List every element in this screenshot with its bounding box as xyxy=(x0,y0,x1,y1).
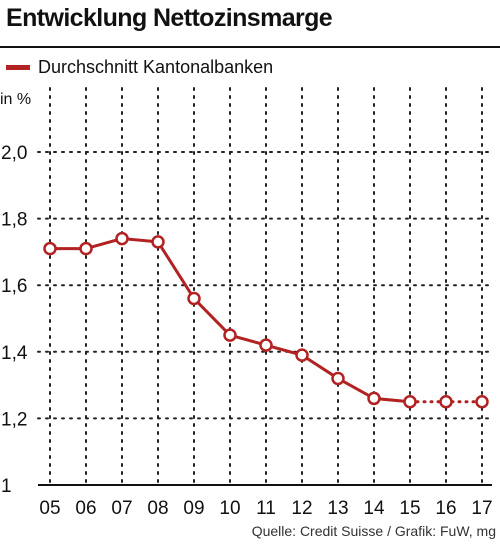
x-tick-label-11: 11 xyxy=(256,498,276,519)
source-note: Quelle: Credit Suisse / Grafik: FuW, mg xyxy=(251,523,496,539)
data-point-06 xyxy=(79,241,93,256)
chart-title: Entwicklung Nettozinsmarge xyxy=(6,4,333,32)
x-tick-label-14: 14 xyxy=(363,498,385,519)
x-tick-label-07: 07 xyxy=(111,498,132,519)
data-point-14 xyxy=(367,391,381,406)
x-tick-label-16: 16 xyxy=(435,498,456,519)
x-tick-label-09: 09 xyxy=(183,498,204,519)
x-tick-label-12: 12 xyxy=(291,498,312,519)
y-tick-label-3: 1,6 xyxy=(1,276,27,297)
legend-swatch xyxy=(6,64,30,70)
data-point-17 xyxy=(475,395,489,409)
x-tick-label-06: 06 xyxy=(75,498,96,519)
series-points xyxy=(43,231,489,409)
x-tick-label-13: 13 xyxy=(327,498,348,519)
x-tick-label-10: 10 xyxy=(219,498,240,519)
y-tick-label-2: 1,4 xyxy=(1,343,28,364)
y-tick-label-0: 1 xyxy=(1,476,12,497)
data-point-13 xyxy=(331,371,345,386)
y-tick-label-4: 1,8 xyxy=(1,210,27,231)
x-tick-label-05: 05 xyxy=(39,498,60,519)
y-tick-label-5: 2,0 xyxy=(1,143,27,164)
y-tick-labels: 1 1,2 1,4 1,6 1,8 2,0 xyxy=(1,143,28,497)
data-point-15 xyxy=(403,395,417,409)
data-point-05 xyxy=(43,241,57,256)
x-tick-label-15: 15 xyxy=(399,498,420,519)
x-tick-label-17: 17 xyxy=(471,498,492,519)
legend: Durchschnitt Kantonalbanken xyxy=(6,55,273,79)
data-point-07 xyxy=(115,231,129,246)
y-tick-label-1: 1,2 xyxy=(1,409,27,430)
data-point-11 xyxy=(259,338,273,352)
y-axis-unit: in % xyxy=(0,91,32,108)
data-point-16 xyxy=(439,395,453,409)
x-tick-label-08: 08 xyxy=(147,498,168,519)
grid xyxy=(37,87,493,486)
data-point-08 xyxy=(151,235,165,249)
data-point-12 xyxy=(295,348,309,362)
data-point-10 xyxy=(223,328,237,342)
legend-label: Durchschnitt Kantonalbanken xyxy=(38,56,274,77)
title-rule xyxy=(0,46,500,48)
data-point-09 xyxy=(187,291,201,306)
x-tick-labels: 05 06 07 08 09 10 11 12 13 14 15 16 17 xyxy=(39,498,492,519)
